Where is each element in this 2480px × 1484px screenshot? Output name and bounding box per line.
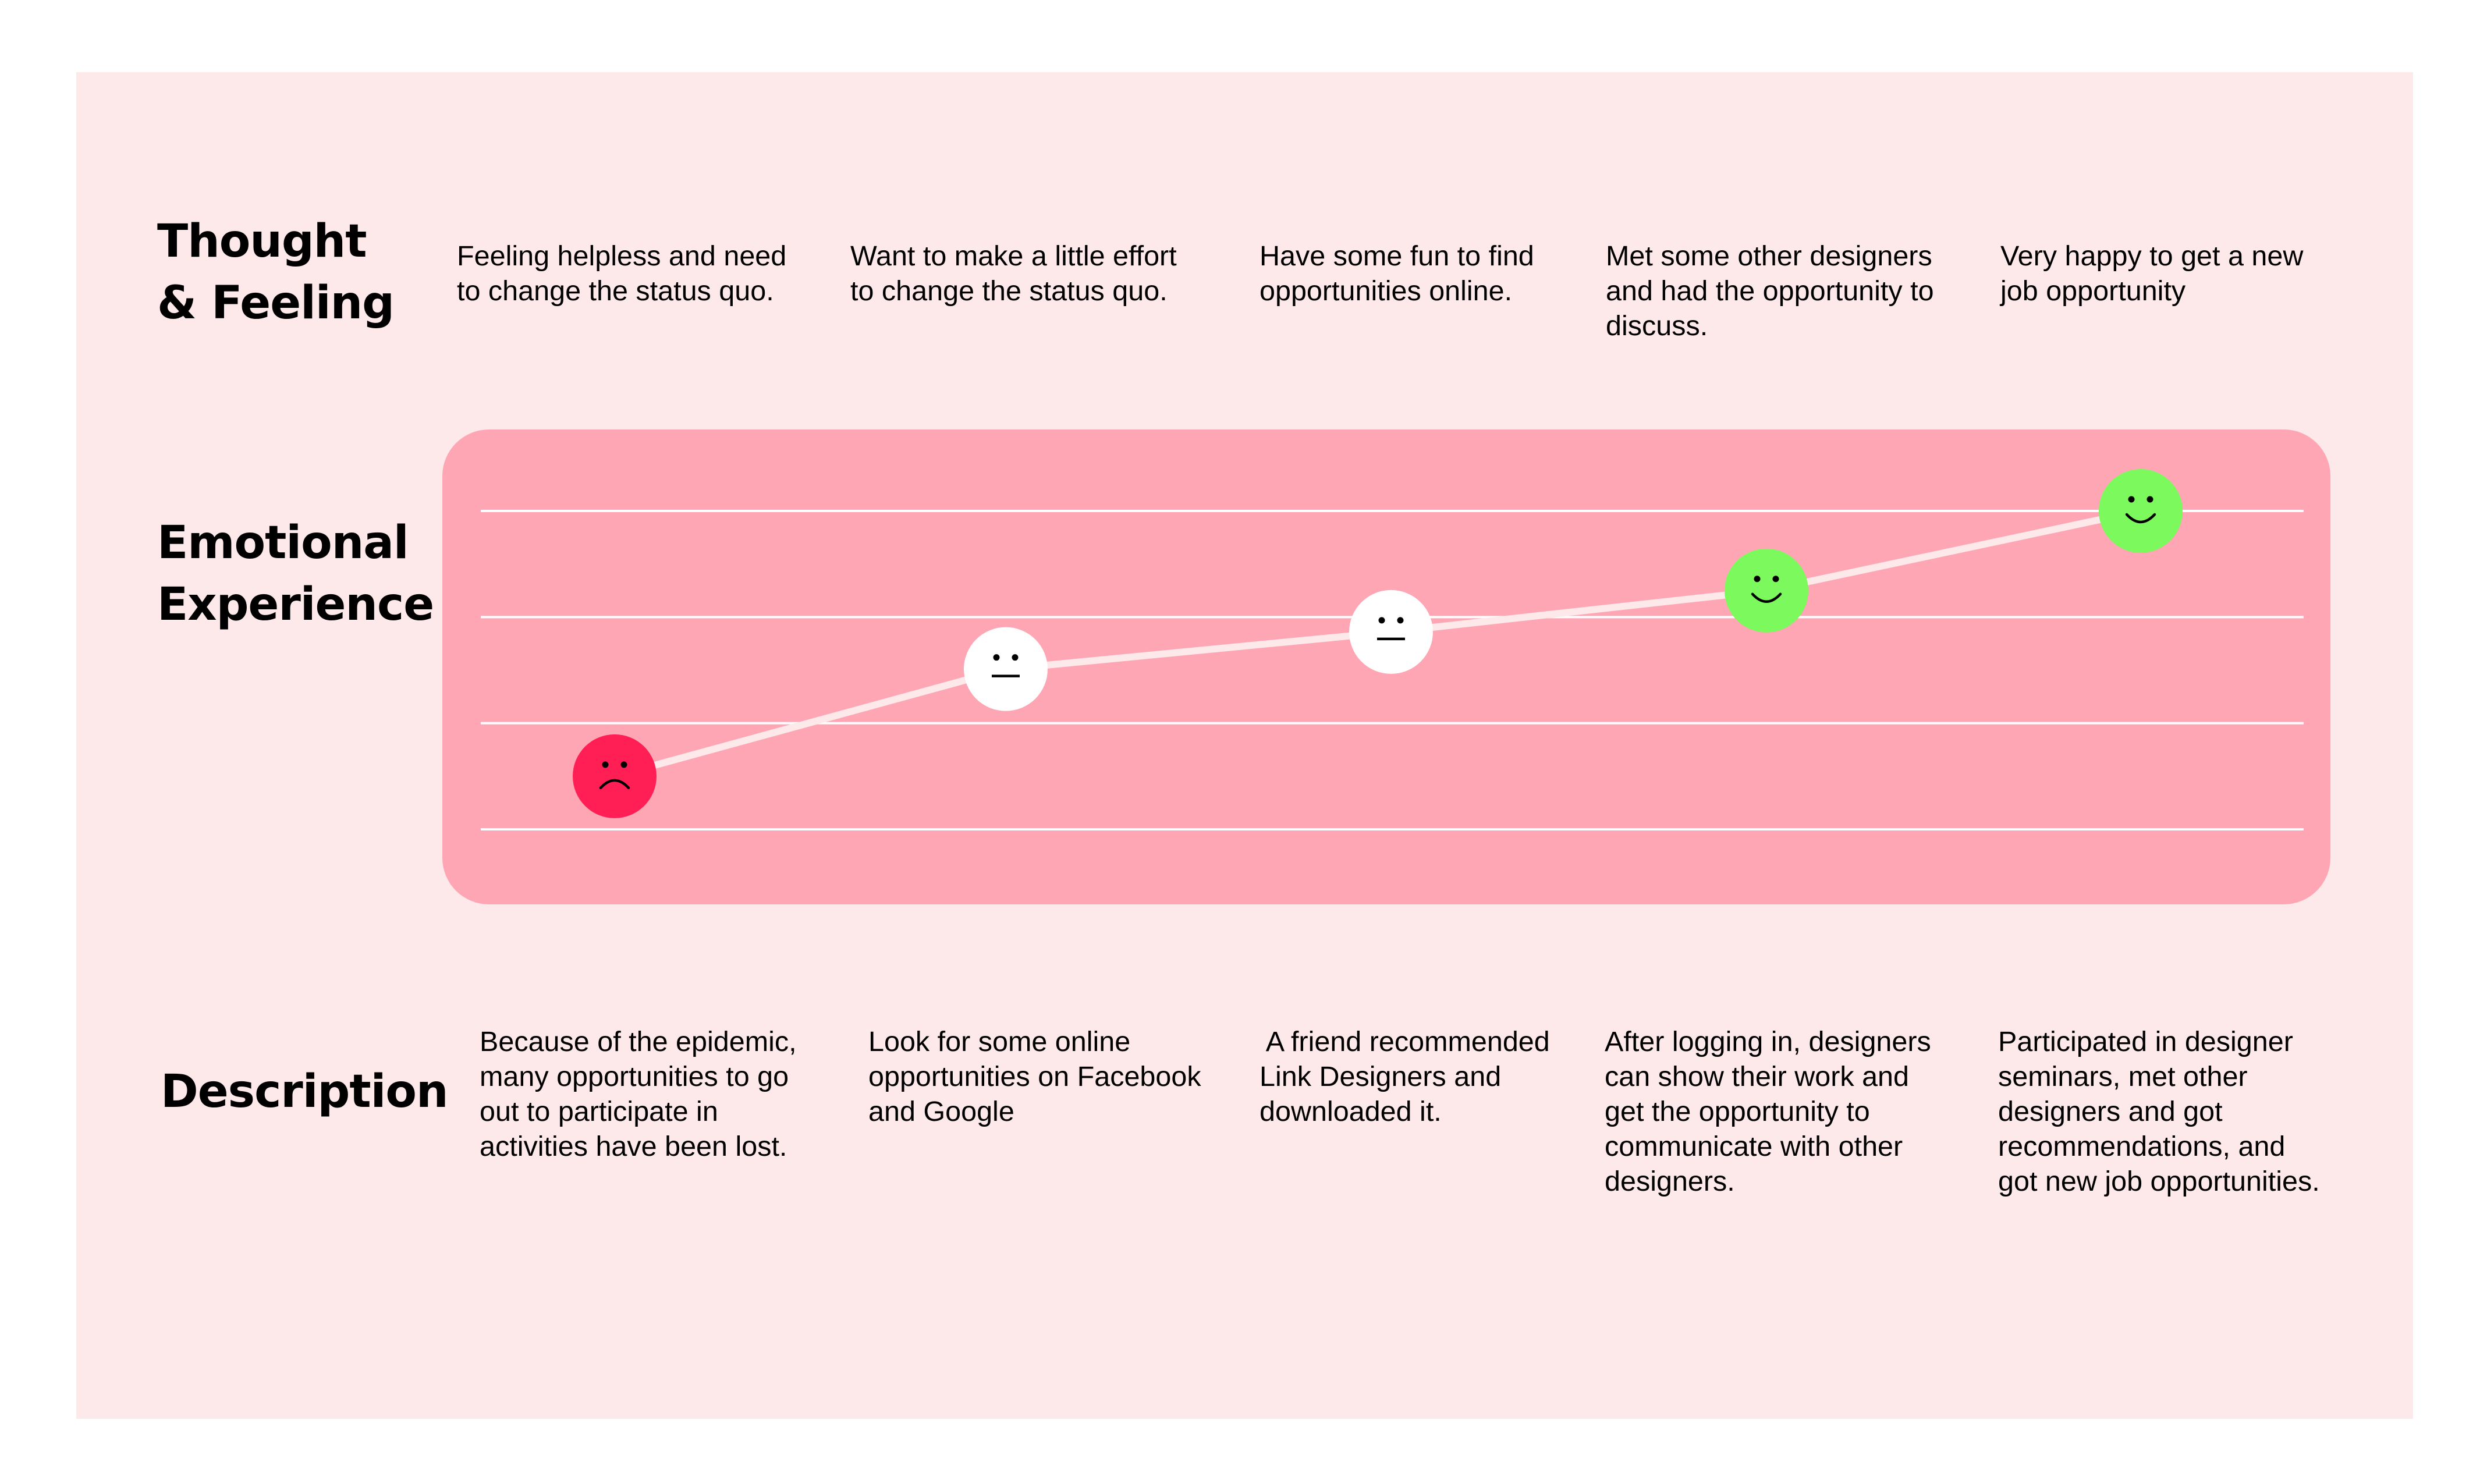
emotional-heading-line: Emotional (157, 517, 409, 569)
emotion-point (1725, 548, 1808, 633)
feeling-heading-line: & Feeling (157, 277, 395, 329)
thought-heading-line: Thought (157, 215, 367, 268)
right-eye (1012, 654, 1019, 661)
right-eye (1772, 576, 1779, 583)
left-eye (602, 761, 609, 768)
thought-stage-5: Very happy to get a new job opportunity (2000, 240, 2304, 307)
description-heading-line: Description (161, 1066, 448, 1118)
emotional-experience-heading: Emotional Experience (157, 512, 434, 636)
emotion-point (2099, 469, 2183, 553)
description-stage-1: Because of the epidemic, many opportunit… (480, 1026, 797, 1162)
smiling-face-icon (2099, 469, 2183, 553)
left-eye (993, 654, 1000, 661)
smile-mouth (2125, 513, 2156, 524)
smiling-face-icon (1725, 548, 1808, 633)
smile-mouth (1751, 592, 1782, 603)
neutral-face-icon (1349, 590, 1433, 674)
neutral-face-icon (964, 627, 1048, 711)
thought-stage-3: Have some fun to find opportunities onli… (1259, 240, 1534, 307)
thought-feeling-heading: Thought & Feeling (157, 211, 395, 334)
left-eye (1378, 617, 1385, 624)
description-stage-3: A friend recommended Link Designers and … (1259, 1026, 1550, 1127)
experience-heading-line: Experience (157, 578, 434, 631)
thought-stage-1: Feeling helpless and need to change the … (457, 240, 787, 307)
right-eye (1397, 617, 1404, 624)
description-stage-4: After logging in, designers can show the… (1605, 1026, 1931, 1197)
right-eye (2147, 496, 2153, 503)
description-stage-2: Look for some online opportunities on Fa… (868, 1026, 1201, 1127)
description-stage-5: Participated in designer seminars, met o… (1998, 1026, 2320, 1197)
emotion-point (1349, 590, 1433, 674)
description-heading: Description (161, 1061, 448, 1123)
frown-mouth (599, 779, 630, 790)
emotion-point (573, 734, 657, 818)
left-eye (2128, 496, 2135, 503)
sad-face-icon (573, 734, 657, 818)
emotion-point (964, 627, 1048, 711)
thought-stage-4: Met some other designers and had the opp… (1606, 240, 1934, 342)
left-eye (1754, 576, 1761, 583)
thought-stage-2: Want to make a little effort to change t… (850, 240, 1177, 307)
right-eye (620, 761, 627, 768)
